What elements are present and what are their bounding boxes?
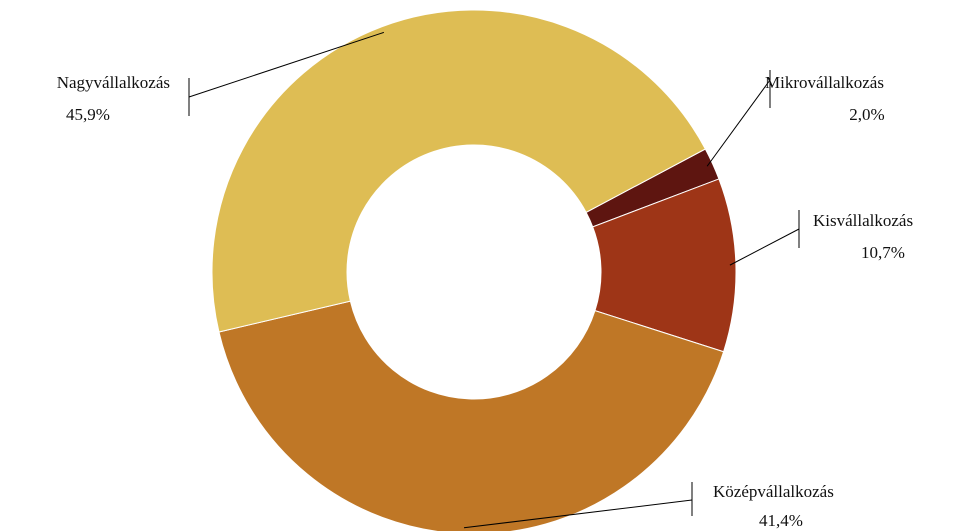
slice-label-value-kozepvallalkozas: 41,4% [759, 511, 803, 530]
leader-line [706, 79, 771, 167]
slice-kozepvallalkozas [218, 300, 725, 531]
leader-line [463, 499, 693, 529]
slice-nagyvallalkozas [211, 9, 707, 333]
leader-line [188, 31, 385, 98]
slice-label-name-nagyvallalkozas: Nagyvállalkozás [57, 73, 170, 92]
slice-label-name-kisvallalkozas: Kisvállalkozás [813, 211, 913, 230]
slice-label-value-nagyvallalkozas: 45,9% [66, 105, 110, 124]
slice-label-name-kozepvallalkozas: Középvállalkozás [713, 482, 834, 501]
donut-slices [211, 9, 737, 531]
slice-label-value-mikrovallalkozas: 2,0% [849, 105, 884, 124]
leader-line [729, 228, 800, 266]
slice-label-name-mikrovallalkozas: Mikrovállalkozás [765, 73, 884, 92]
leader-lines [188, 31, 800, 529]
slice-label-value-kisvallalkozas: 10,7% [861, 243, 905, 262]
